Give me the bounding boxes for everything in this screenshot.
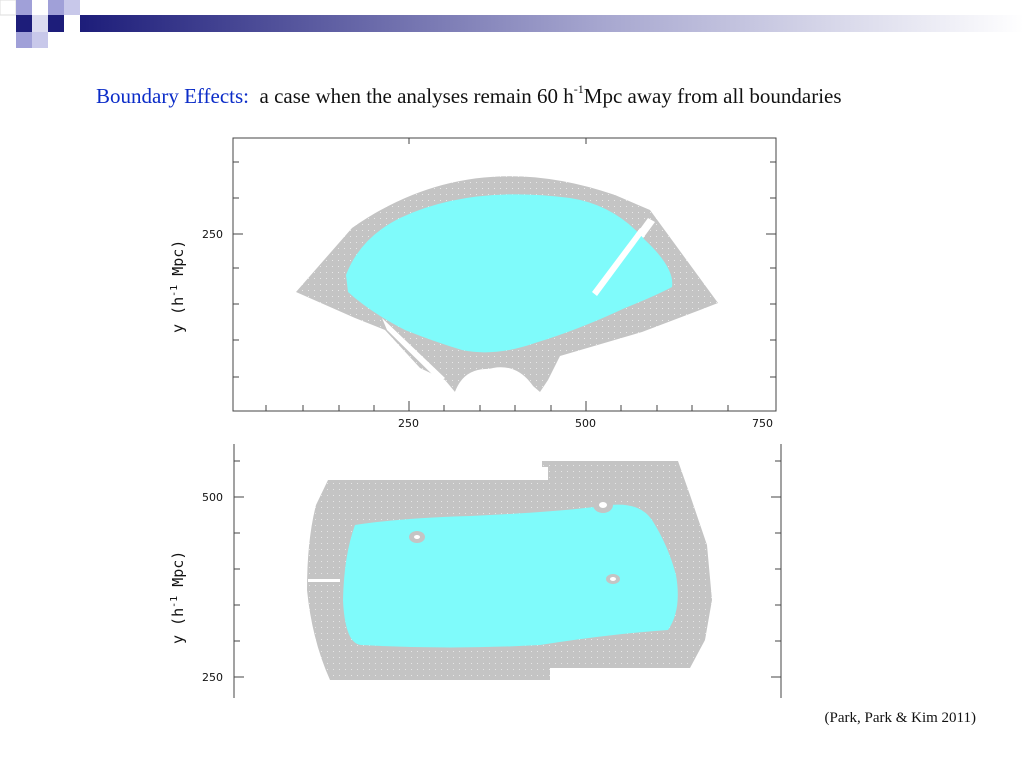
citation: (Park, Park & Kim 2011)	[824, 710, 976, 726]
deco-square	[64, 0, 80, 15]
analysis-region	[343, 504, 678, 648]
y-tick-label: 250	[202, 671, 223, 684]
y-axis-label-tail: Mpc)	[169, 551, 187, 596]
bottom-survey-plot: 500 250 y (h-1 Mpc)	[169, 444, 782, 698]
axis-frame	[233, 444, 782, 698]
slide-title: Boundary Effects: a case when the analys…	[96, 82, 842, 109]
survey-gap	[308, 579, 340, 582]
y-axis-label-text: y (h	[169, 297, 187, 333]
x-tick-label: 500	[575, 417, 596, 430]
y-axis-label-sup: -1	[169, 285, 180, 297]
survey-hole	[414, 535, 420, 539]
analysis-region	[346, 194, 673, 353]
y-axis-label-tail: Mpc)	[169, 240, 187, 285]
deco-square	[32, 15, 48, 32]
plot-frame	[232, 137, 777, 412]
title-text: a case when the analyses remain 60 h	[259, 84, 574, 108]
x-tick-label: 750	[752, 417, 773, 430]
y-axis-label: y (h-1 Mpc)	[169, 551, 187, 644]
survey-gap	[382, 318, 445, 382]
survey-hole	[610, 577, 616, 581]
deco-square	[48, 15, 64, 32]
deco-square	[32, 32, 48, 48]
x-tick-label: 250	[398, 417, 419, 430]
y-axis-label-text: y (h	[169, 608, 187, 644]
deco-square	[64, 15, 80, 32]
title-superscript: -1	[573, 82, 584, 96]
y-axis-label: y (h-1 Mpc)	[169, 240, 187, 333]
y-tick-label: 250	[202, 228, 223, 241]
y-axis-label-sup: -1	[169, 596, 180, 608]
y-tick-label: 500	[202, 491, 223, 504]
deco-square	[16, 32, 32, 48]
slide-decoration	[0, 0, 1024, 48]
header-gradient-bar	[80, 15, 1024, 32]
analysis-gap	[592, 228, 645, 296]
survey-hole	[599, 502, 607, 508]
deco-square	[0, 0, 17, 16]
deco-square	[16, 15, 32, 32]
deco-square	[16, 0, 32, 15]
title-tail: Mpc away from all boundaries	[583, 84, 842, 108]
axis-ticks	[233, 138, 776, 411]
survey-gap	[455, 368, 533, 395]
top-survey-plot: 250 250 500 750 y (h-1 Mpc)	[169, 137, 777, 430]
deco-square	[48, 0, 64, 15]
title-lead: Boundary Effects:	[96, 84, 249, 108]
